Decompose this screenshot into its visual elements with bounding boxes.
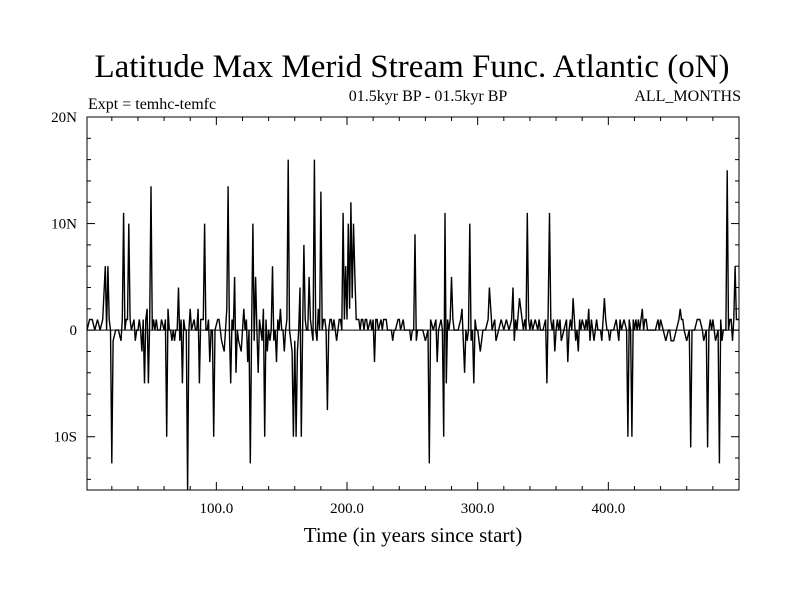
y-tick-label: 20N xyxy=(51,110,77,126)
x-axis-label: Time (in years since start) xyxy=(304,523,523,547)
x-tick-label: 300.0 xyxy=(461,501,495,517)
y-tick-label: 10S xyxy=(54,430,77,446)
period-label: 01.5kyr BP - 01.5kyr BP xyxy=(349,88,508,105)
y-tick-label: 0 xyxy=(70,323,78,339)
x-tick-label: 100.0 xyxy=(199,501,233,517)
x-tick-label: 400.0 xyxy=(591,501,625,517)
series-line-0 xyxy=(86,159,739,491)
experiment-label: Expt = temhc-temfc xyxy=(88,96,216,113)
season-label: ALL_MONTHS xyxy=(634,88,741,105)
chart-title: Latitude Max Merid Stream Func. Atlantic… xyxy=(94,49,729,85)
x-tick-label: 200.0 xyxy=(330,501,364,517)
plot-frame xyxy=(86,116,740,491)
plot-area: 20N 10N 0 10S 100.0 200.0 300.0 400.0 xyxy=(51,110,740,517)
y-tick-label: 10N xyxy=(51,217,77,233)
